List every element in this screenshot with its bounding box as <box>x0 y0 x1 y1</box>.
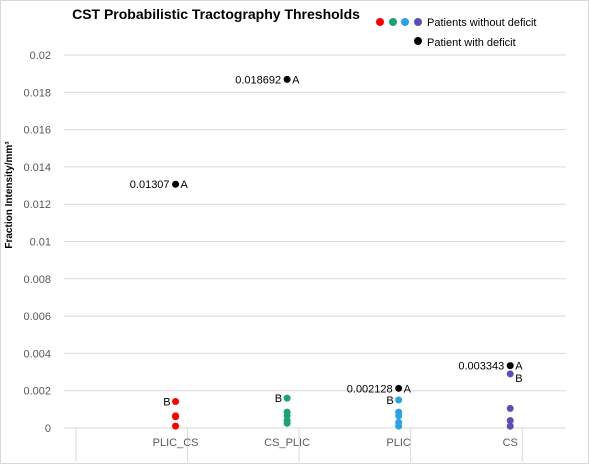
point-letter-label: B <box>386 395 393 407</box>
y-tick-label: 0.006 <box>23 311 51 323</box>
y-tick-label: 0.004 <box>23 348 51 360</box>
gridlines <box>64 54 566 462</box>
x-tick-label: PLIC <box>386 437 411 449</box>
point-value-label: 0.002128 <box>347 383 393 395</box>
point-deficit <box>395 384 403 392</box>
legend-label-without-deficit: Patients without deficit <box>427 17 536 29</box>
point-no-deficit <box>283 419 291 427</box>
point-deficit <box>172 180 180 188</box>
point-value-label: 0.003343 <box>458 361 504 373</box>
point-no-deficit <box>172 413 180 421</box>
point-letter-label: A <box>181 179 189 191</box>
y-tick-labels: 0 0.002 0.004 0.006 0.008 0.01 0.012 0.014 0.016… <box>23 50 51 435</box>
y-tick-label: 0.016 <box>23 125 51 137</box>
legend-marker-cs-plic <box>389 18 397 26</box>
x-tick-label: CS_PLIC <box>264 437 310 449</box>
x-tick-label: CS <box>503 437 518 449</box>
x-tick-labels: PLIC_CS CS_PLIC PLIC CS <box>153 437 518 449</box>
point-no-deficit <box>395 422 403 430</box>
point-no-deficit <box>506 404 514 412</box>
point-no-deficit <box>506 422 514 430</box>
legend-marker-deficit <box>414 37 422 45</box>
chart-title: CST Probabilistic Tractography Threshold… <box>72 6 360 22</box>
data-points <box>172 75 514 430</box>
point-letter-label: B <box>515 373 522 385</box>
point-deficit <box>506 362 514 370</box>
y-axis-label: Fraction Intensity/mm³ <box>4 141 15 249</box>
legend-marker-plic <box>401 18 409 26</box>
point-no-deficit <box>172 398 180 406</box>
point-no-deficit <box>395 396 403 404</box>
point-no-deficit <box>172 422 180 430</box>
y-tick-label: 0.002 <box>23 386 51 398</box>
y-tick-label: 0.01 <box>30 237 51 249</box>
point-letter-label: A <box>404 383 412 395</box>
point-value-label: 0.01307 <box>130 179 170 191</box>
legend: Patients without deficit Patient with de… <box>376 17 536 49</box>
x-tick-label: PLIC_CS <box>153 437 199 449</box>
point-no-deficit <box>283 394 291 402</box>
point-letter-label: B <box>275 393 282 405</box>
legend-label-with-deficit: Patient with deficit <box>427 37 516 49</box>
legend-marker-cs <box>414 18 422 26</box>
point-letter-label: A <box>292 74 300 86</box>
y-tick-label: 0.018 <box>23 87 51 99</box>
y-tick-label: 0.012 <box>23 199 51 211</box>
y-tick-label: 0 <box>45 423 51 435</box>
point-no-deficit <box>395 412 403 420</box>
point-no-deficit <box>506 370 514 378</box>
y-tick-label: 0.008 <box>23 274 51 286</box>
y-tick-label: 0.014 <box>23 162 51 174</box>
legend-marker-plic-cs <box>376 18 384 26</box>
point-value-label: 0.018692 <box>235 74 281 86</box>
point-deficit <box>283 75 291 83</box>
point-letter-label: B <box>163 397 170 409</box>
point-no-deficit <box>506 417 514 425</box>
point-letter-label: A <box>515 361 523 373</box>
y-tick-label: 0.02 <box>30 50 51 62</box>
